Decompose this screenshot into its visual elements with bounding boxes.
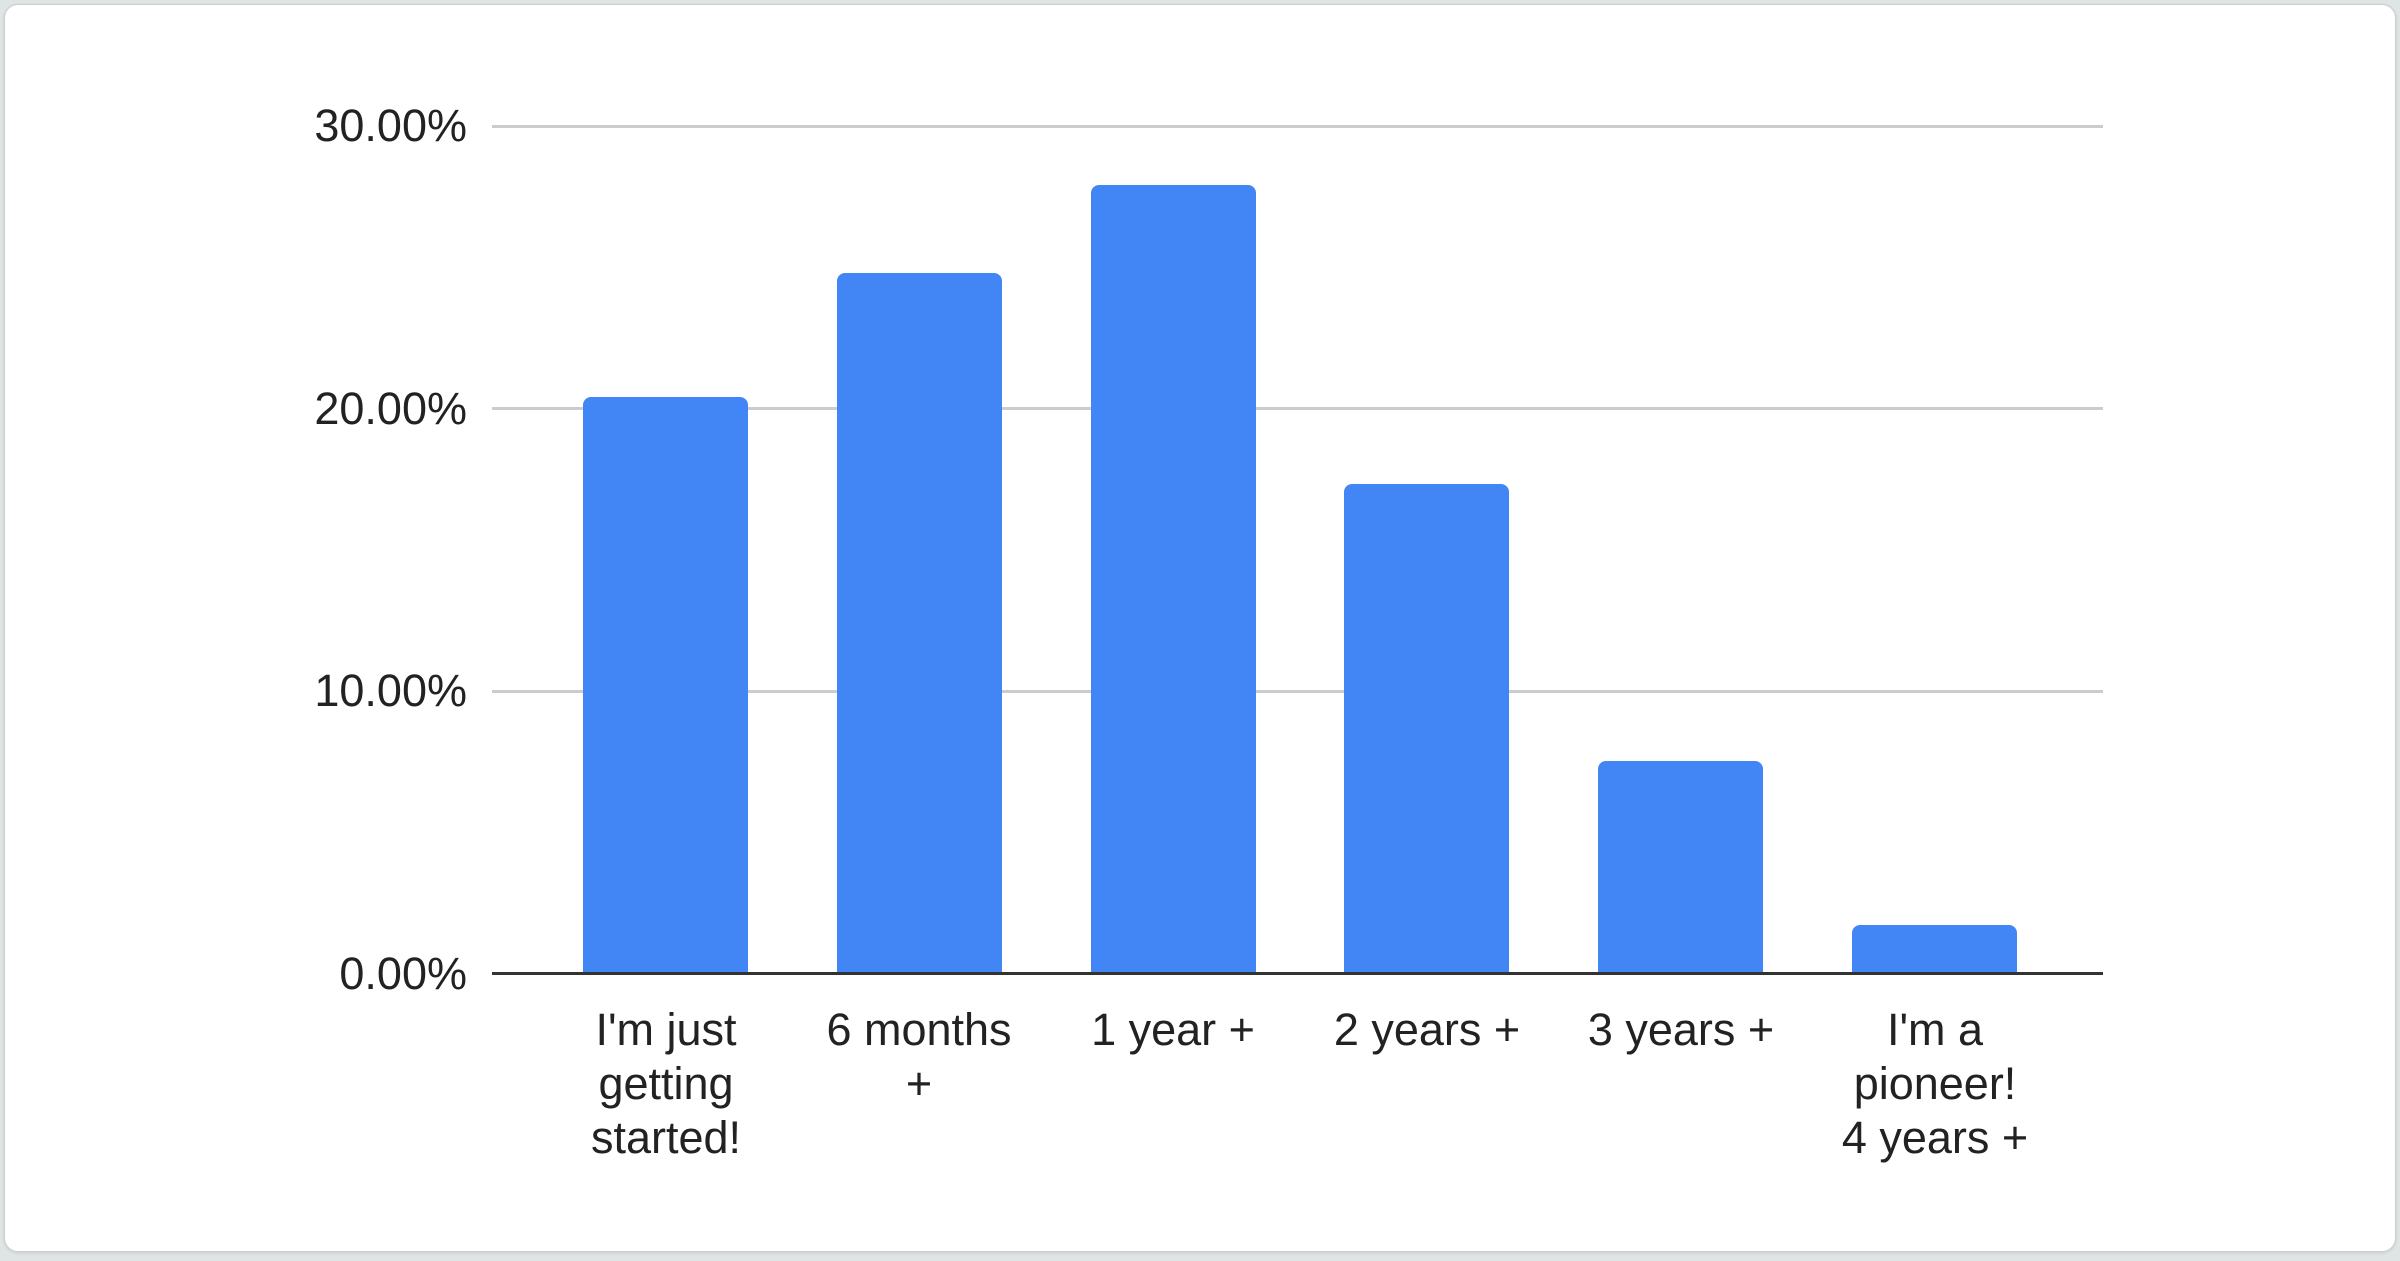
bar[interactable] xyxy=(1091,185,1256,975)
x-axis-label: 1 year + xyxy=(1091,1004,1255,1055)
x-axis-label: 6 months + xyxy=(826,1004,1012,1109)
x-axis-label: 2 years + xyxy=(1333,1004,1521,1055)
y-tick-label: 30.00% xyxy=(314,100,467,151)
chart-card: 0.00% 10.00% 20.00% 30.00% I'm just getting… xyxy=(4,4,2396,1252)
x-axis-label: I'm just getting started! xyxy=(590,1004,742,1163)
bar[interactable] xyxy=(583,397,748,975)
y-tick-label: 20.00% xyxy=(314,383,467,434)
gridline xyxy=(492,407,2103,410)
bar[interactable] xyxy=(837,273,1002,975)
x-axis-label: I'm a pioneer! 4 years + xyxy=(1841,1004,2029,1163)
x-axis-line xyxy=(492,972,2103,975)
y-tick-label: 0.00% xyxy=(339,948,467,999)
gridline xyxy=(492,125,2103,128)
plot-area: 0.00% 10.00% 20.00% 30.00% I'm just getting… xyxy=(5,5,2400,1261)
gridline xyxy=(492,690,2103,693)
bar[interactable] xyxy=(1852,925,2017,975)
x-axis-label: 3 years + xyxy=(1587,1004,1775,1055)
bar[interactable] xyxy=(1344,484,1509,975)
y-tick-label: 10.00% xyxy=(314,665,467,716)
bar[interactable] xyxy=(1598,761,1763,975)
